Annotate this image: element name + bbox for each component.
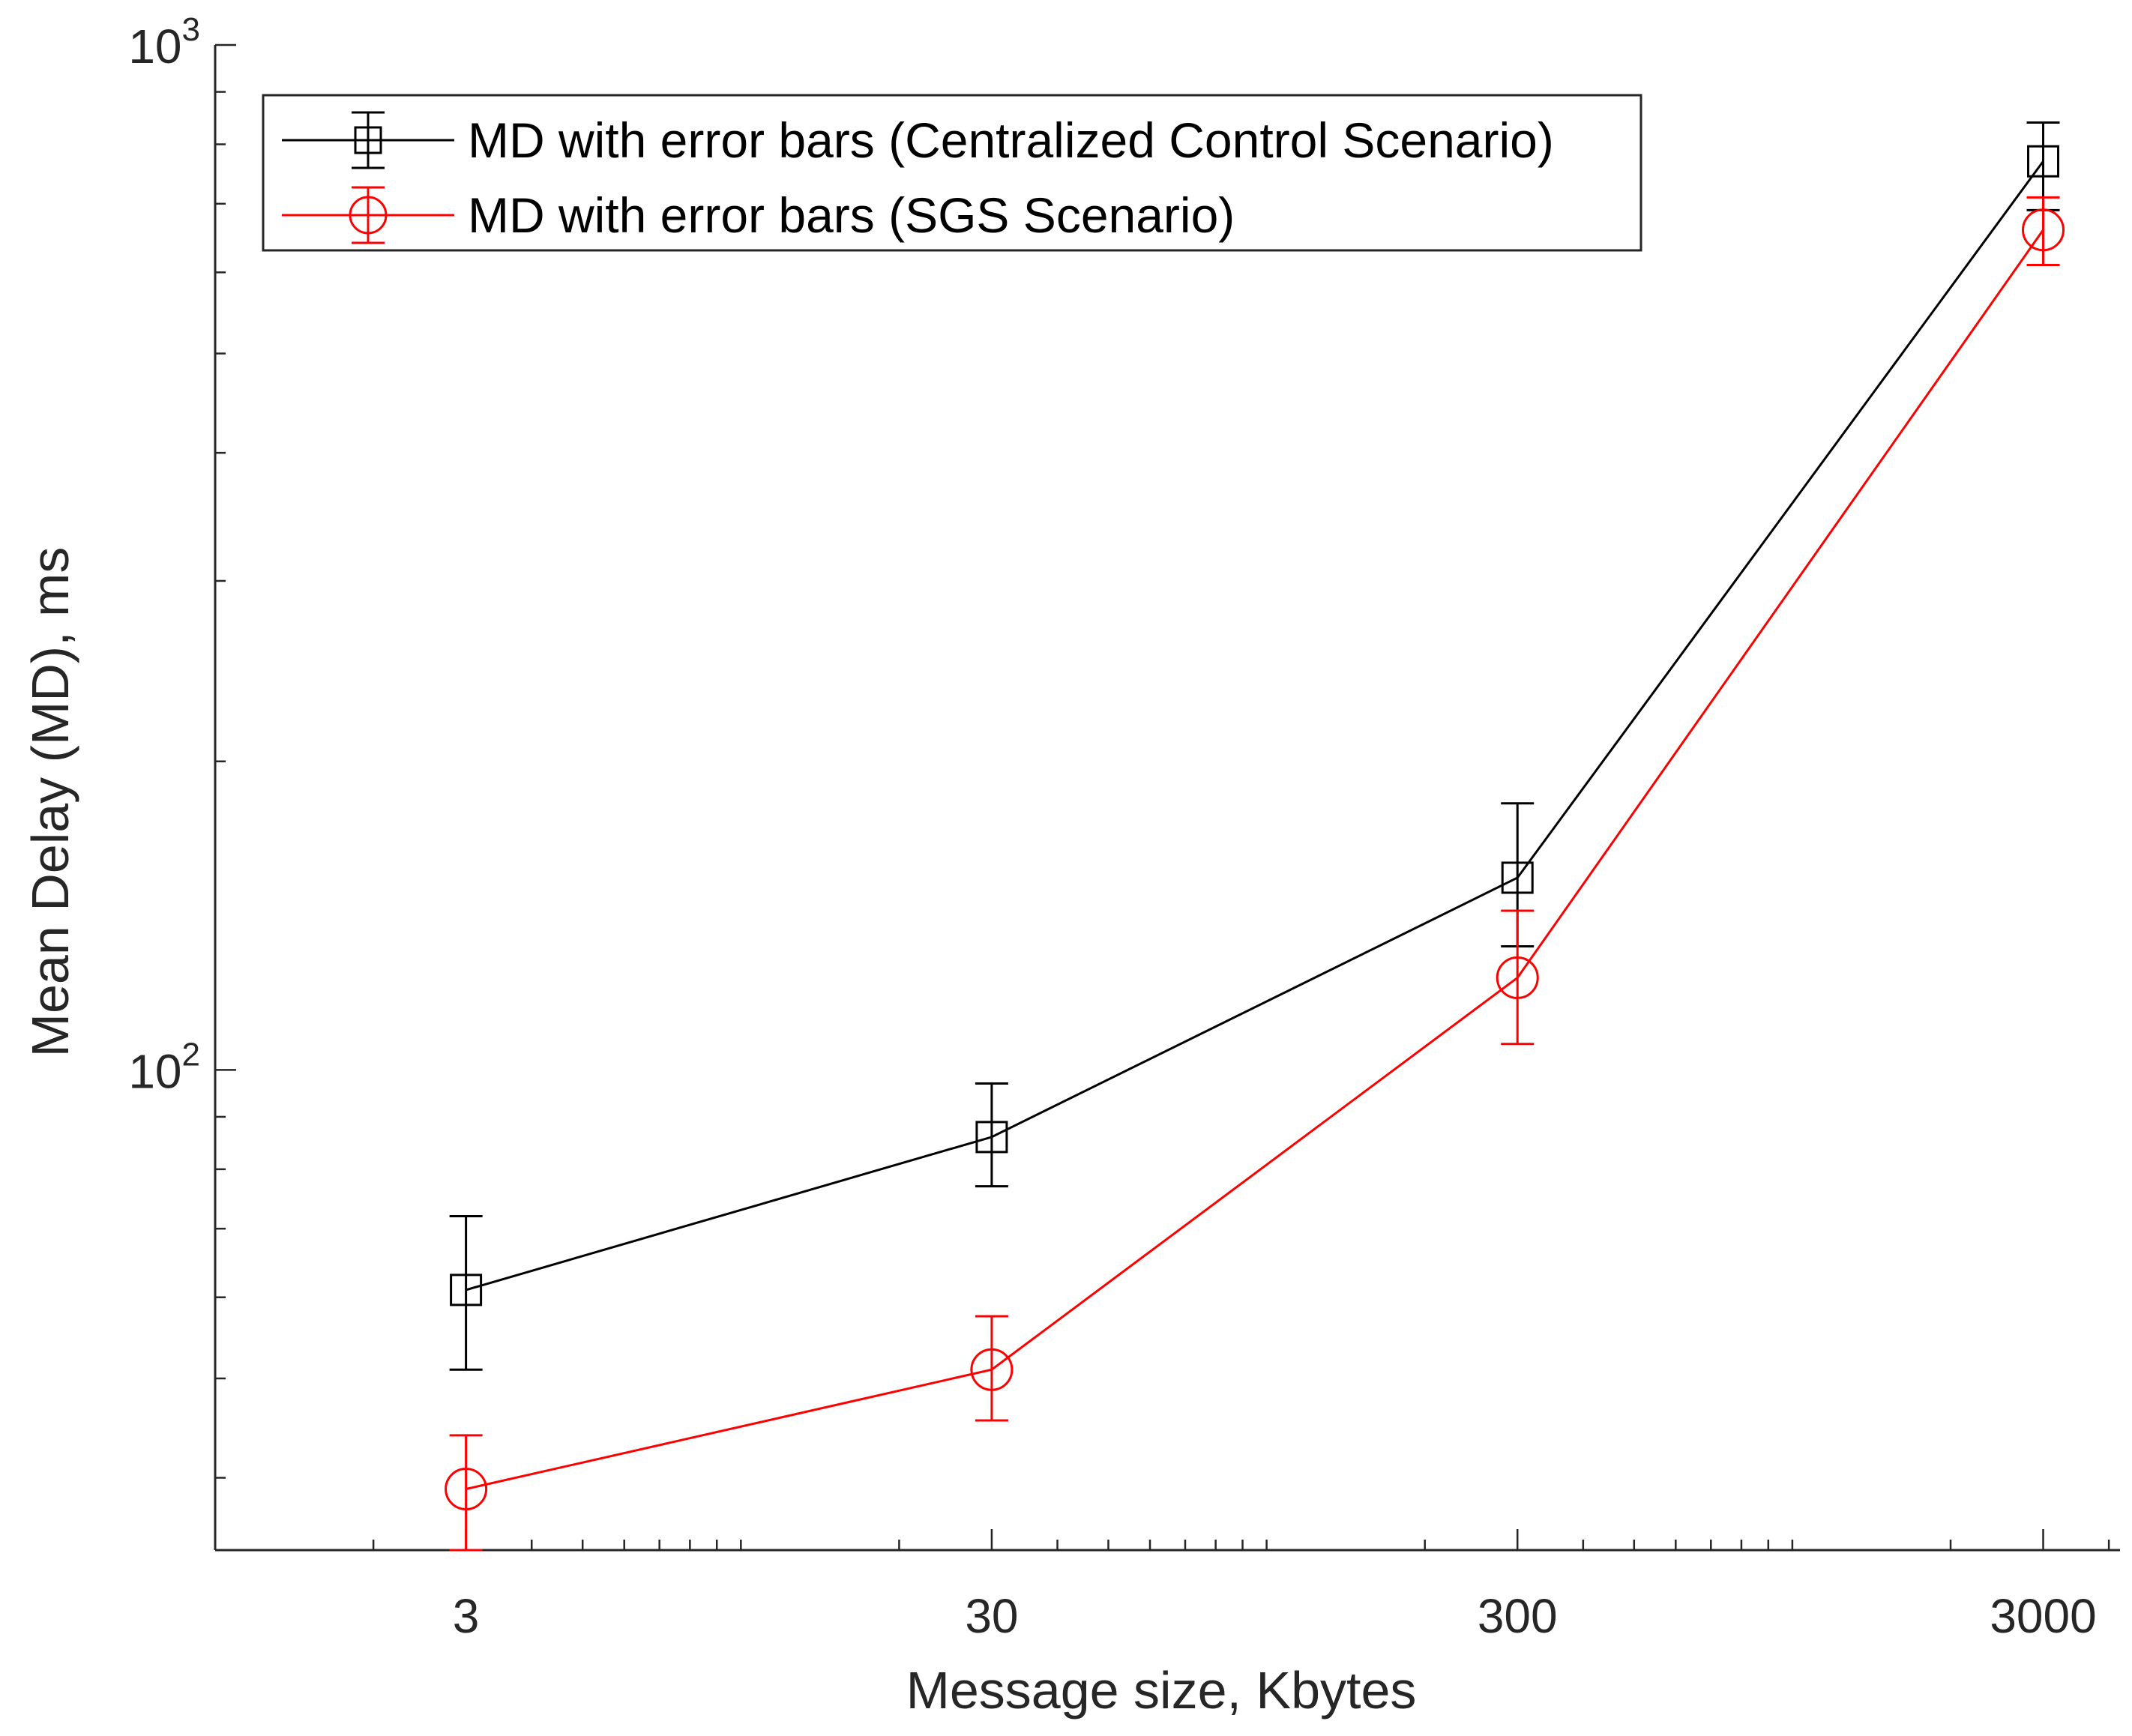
legend-box — [262, 94, 1642, 252]
tick-labels: 3 30 300 3000 102 103 — [128, 11, 2096, 1643]
x-axis-label: Message size, Kbytes — [906, 1661, 1417, 1720]
axes — [214, 45, 2120, 1552]
x-tick-label: 30 — [965, 1589, 1018, 1643]
square-marker — [2027, 145, 2060, 178]
series-2 — [445, 196, 2065, 1552]
legend-label: MD with error bars (SGS Scenario) — [468, 187, 1235, 243]
circle-marker — [970, 1348, 1014, 1391]
y-tick-label: 102 — [128, 1036, 200, 1098]
legend-square-marker — [354, 126, 382, 154]
square-marker — [975, 1121, 1008, 1154]
circle-marker — [445, 1468, 488, 1511]
series-layer — [445, 121, 2065, 1552]
legend-label: MD with error bars (Centralized Control … — [468, 112, 1554, 168]
x-tick-label: 3000 — [1990, 1589, 2096, 1643]
square-marker — [450, 1274, 483, 1306]
y-axis-label: Mean Delay (MD), ms — [21, 547, 79, 1058]
y-tick-label: 103 — [128, 11, 200, 73]
legend-circle-marker — [349, 196, 388, 235]
x-tick-label: 300 — [1478, 1589, 1558, 1643]
square-marker — [1501, 861, 1534, 894]
x-tick-label: 3 — [453, 1589, 480, 1643]
legend-entry-1: MD with error bars (Centralized Control … — [282, 111, 1554, 169]
circle-marker — [2022, 208, 2065, 252]
circle-marker — [1496, 956, 1539, 999]
series-line — [466, 229, 2044, 1490]
series-1 — [449, 121, 2060, 1371]
series-line — [466, 160, 2044, 1292]
axis-ticks — [214, 43, 2110, 1550]
legend-entry-2: MD with error bars (SGS Scenario) — [282, 186, 1235, 244]
legend-entries: MD with error bars (Centralized Control … — [282, 111, 1554, 244]
legend: MD with error bars (Centralized Control … — [262, 94, 1642, 252]
